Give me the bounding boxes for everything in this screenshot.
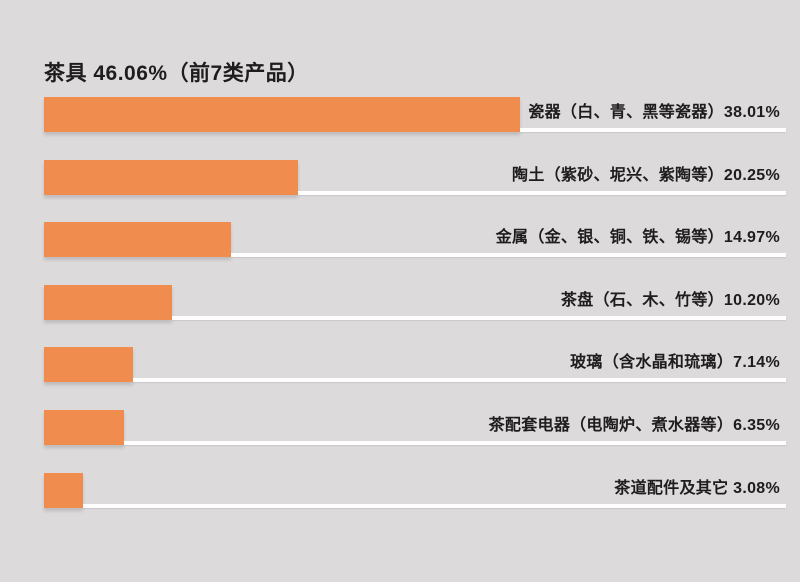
bar-row: 茶配套电器（电陶炉、煮水器等）6.35%: [44, 410, 786, 445]
bar: [44, 160, 298, 195]
bar-label: 茶盘（石、木、竹等）10.20%: [560, 292, 780, 309]
bar-baseline: [124, 441, 786, 445]
bar-row: 瓷器（白、青、黑等瓷器）38.01%: [44, 97, 786, 132]
bar-label: 玻璃（含水晶和琉璃）7.14%: [570, 354, 780, 371]
bar-label: 瓷器（白、青、黑等瓷器）38.01%: [528, 104, 780, 121]
bar: [44, 410, 124, 445]
bar-baseline: [83, 504, 786, 508]
bar-row: 陶土（紫砂、坭兴、紫陶等）20.25%: [44, 160, 786, 195]
bar: [44, 347, 133, 382]
bar-row: 玻璃（含水晶和琉璃）7.14%: [44, 347, 786, 382]
bar-label: 陶土（紫砂、坭兴、紫陶等）20.25%: [512, 167, 780, 184]
bar: [44, 222, 231, 257]
bar-baseline: [133, 378, 786, 382]
bar-row: 茶道配件及其它 3.08%: [44, 473, 786, 508]
bar: [44, 97, 520, 132]
bar-label: 茶道配件及其它 3.08%: [614, 480, 780, 497]
bar-label: 金属（金、银、铜、铁、锡等）14.97%: [495, 229, 780, 246]
bar: [44, 285, 172, 320]
bar: [44, 473, 83, 508]
bar-row: 金属（金、银、铜、铁、锡等）14.97%: [44, 222, 786, 257]
bar-baseline: [298, 191, 786, 195]
bar-baseline: [520, 128, 786, 132]
bar-baseline: [172, 316, 786, 320]
bar-row: 茶盘（石、木、竹等）10.20%: [44, 285, 786, 320]
chart-title: 茶具 46.06%（前7类产品）: [44, 62, 309, 85]
bar-label: 茶配套电器（电陶炉、煮水器等）6.35%: [488, 417, 780, 434]
bar-baseline: [231, 253, 786, 257]
